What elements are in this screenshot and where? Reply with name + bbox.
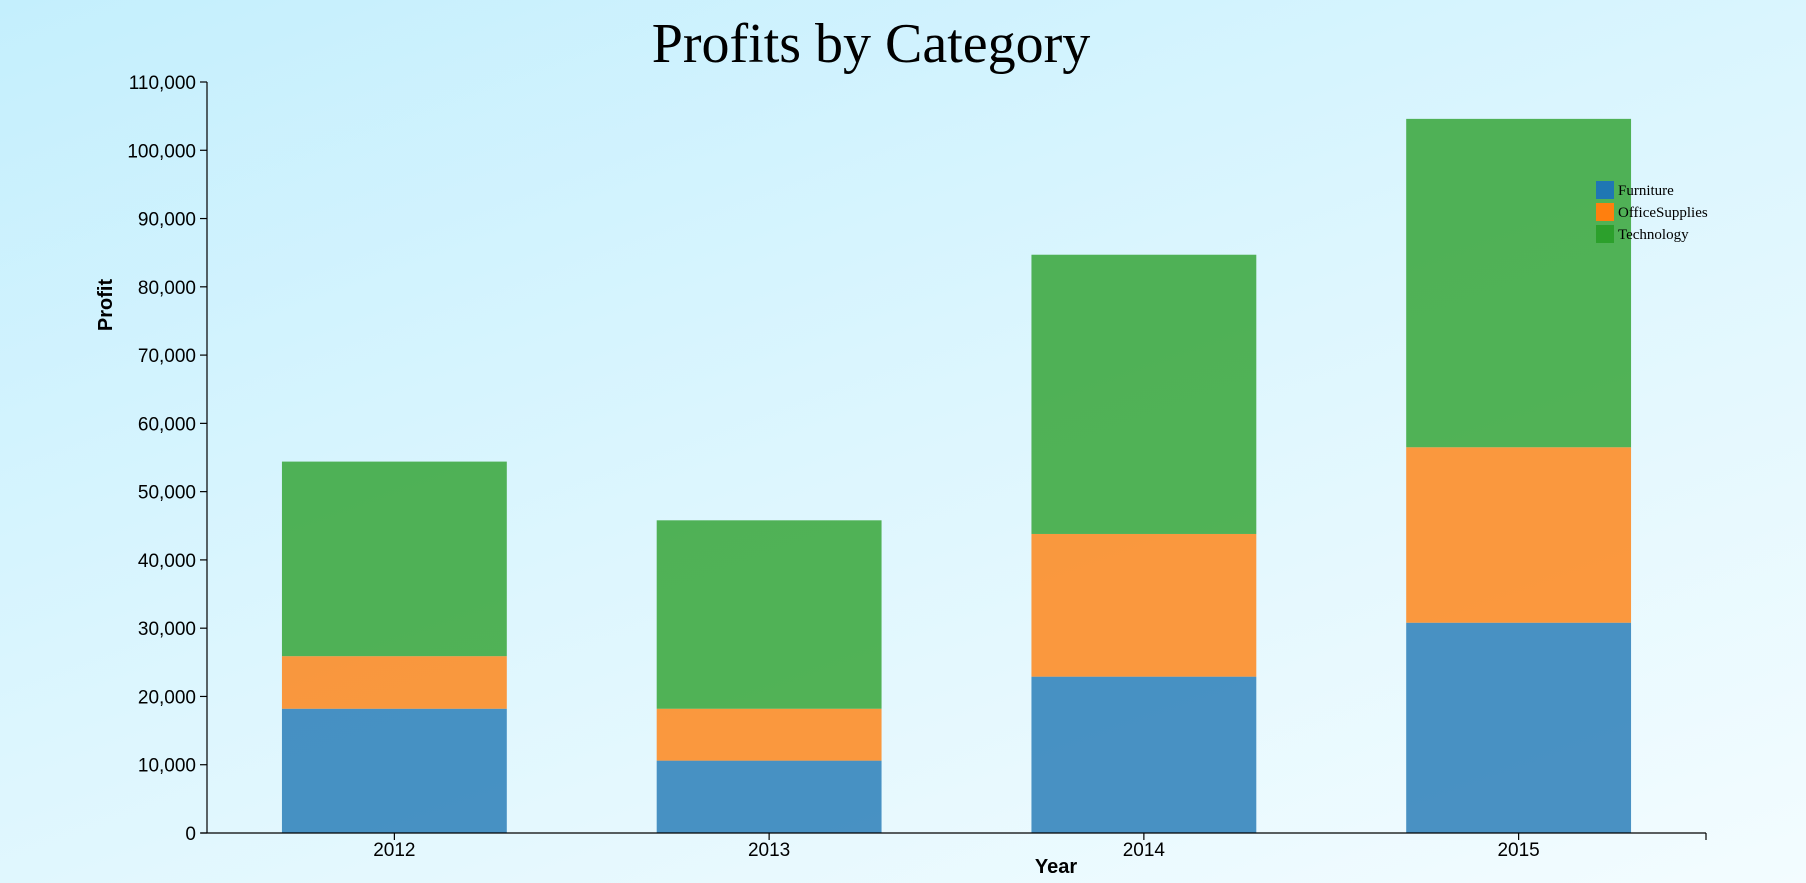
y-tick-label: 60,000 — [138, 414, 196, 435]
y-tick-label: 110,000 — [129, 73, 196, 94]
bar-officesupplies-2012 — [281, 656, 507, 709]
bars-layer — [281, 118, 1632, 833]
bar-officesupplies-2015 — [1406, 447, 1632, 623]
legend-swatch-technology — [1596, 225, 1614, 243]
bar-technology-2013 — [656, 520, 882, 709]
x-tick-label: 2013 — [748, 840, 790, 861]
bar-furniture-2012 — [281, 708, 507, 833]
legend-label-furniture: Furniture — [1618, 183, 1674, 199]
chart-title: Profits by Category — [652, 13, 1091, 75]
x-axis: 2012 2013 2014 2015 — [201, 832, 1707, 861]
x-tick-label: 2015 — [1497, 840, 1539, 861]
y-tick-label: 90,000 — [138, 210, 196, 231]
bar-furniture-2015 — [1406, 622, 1632, 833]
legend-label-technology: Technology — [1618, 227, 1689, 243]
bar-technology-2015 — [1406, 118, 1632, 448]
y-tick-label: 30,000 — [138, 619, 196, 640]
x-axis-title: Year — [1035, 856, 1077, 878]
x-tick-label: 2012 — [373, 840, 415, 861]
bar-furniture-2014 — [1031, 676, 1257, 833]
y-tick-label: 80,000 — [138, 278, 196, 299]
legend: Furniture OfficeSupplies Technology — [1596, 181, 1708, 243]
bar-furniture-2013 — [656, 760, 882, 833]
y-axis-title: Profit — [95, 279, 117, 332]
bar-officesupplies-2014 — [1031, 533, 1257, 677]
x-tick-label: 2014 — [1123, 840, 1166, 861]
y-tick-label: 70,000 — [138, 346, 196, 367]
bar-officesupplies-2013 — [656, 708, 882, 761]
y-tick-label: 0 — [185, 824, 196, 845]
y-tick-label: 50,000 — [138, 483, 196, 504]
legend-swatch-furniture — [1596, 181, 1614, 199]
y-tick-label: 20,000 — [138, 687, 196, 708]
legend-label-officesupplies: OfficeSupplies — [1618, 205, 1708, 221]
bar-technology-2012 — [281, 461, 507, 657]
bar-technology-2014 — [1031, 254, 1257, 534]
y-axis: 0 10,000 20,000 30,000 40,000 50,000 60,000 70,… — [127, 73, 208, 845]
y-tick-label: 40,000 — [138, 551, 196, 572]
legend-swatch-officesupplies — [1596, 203, 1614, 221]
y-tick-label: 10,000 — [138, 756, 196, 777]
y-tick-label: 100,000 — [127, 141, 196, 162]
